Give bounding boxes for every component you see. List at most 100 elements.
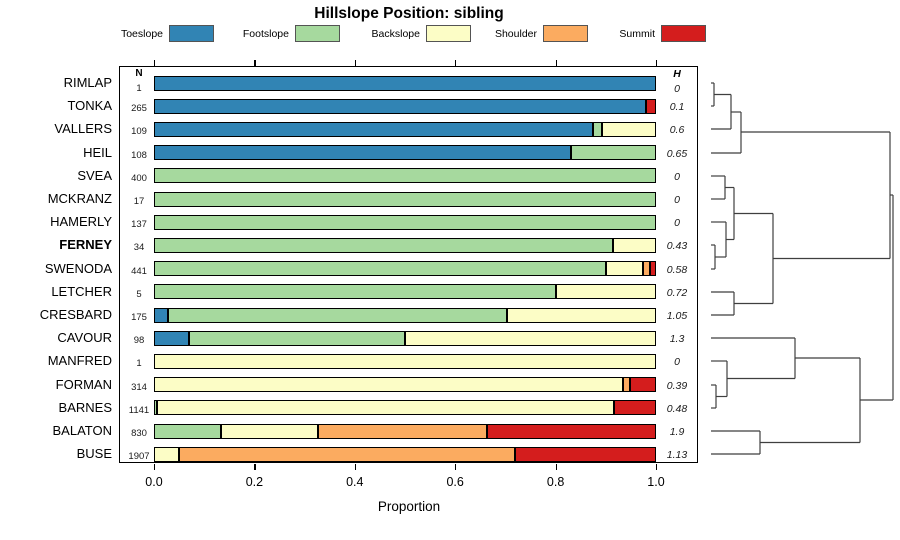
bar-segment-summit bbox=[645, 98, 656, 114]
x-axis-tick-label: 0.4 bbox=[346, 475, 364, 489]
row-label-vallers: VALLERS bbox=[54, 121, 112, 137]
bar-segment-footslope bbox=[154, 284, 556, 300]
legend-swatch-footslope bbox=[295, 25, 340, 42]
bar-segment-toeslope bbox=[154, 98, 646, 114]
bar-segment-footslope bbox=[167, 307, 507, 323]
n-value: 175 bbox=[131, 312, 147, 323]
bar-segment-backslope bbox=[602, 121, 656, 137]
row-label-cresbard: CRESBARD bbox=[39, 307, 112, 322]
bar-segment-backslope bbox=[613, 237, 656, 253]
bar-segment-footslope bbox=[154, 237, 614, 253]
row-label-rimlap: RIMLAP bbox=[63, 75, 112, 90]
row-label-ferney: FERNEY bbox=[59, 237, 112, 253]
h-value: 1.13 bbox=[666, 449, 688, 462]
n-value: 1907 bbox=[128, 451, 150, 463]
bar-segment-footslope bbox=[154, 191, 656, 207]
bar-segment-backslope bbox=[154, 377, 624, 393]
legend-label-toeslope: Toeslope bbox=[120, 28, 163, 40]
bar-manfred bbox=[154, 353, 656, 369]
bar-segment-backslope bbox=[555, 284, 656, 300]
row-label-swenoda: SWENODA bbox=[44, 260, 112, 276]
bar-segment-footslope bbox=[188, 330, 405, 346]
x-axis-tick-top bbox=[555, 60, 557, 66]
n-value: 17 bbox=[133, 196, 145, 207]
row-label-buse: BUSE bbox=[76, 446, 112, 462]
bar-segment-toeslope bbox=[154, 75, 656, 91]
n-value: 265 bbox=[131, 103, 147, 115]
h-value: 0.48 bbox=[666, 402, 688, 415]
legend-swatch-summit bbox=[661, 25, 706, 42]
h-value: 1.3 bbox=[669, 333, 685, 346]
legend-label-summit: Summit bbox=[619, 28, 655, 40]
bar-segment-footslope bbox=[154, 400, 157, 416]
row-label-hamerly: HAMERLY bbox=[50, 214, 112, 230]
bar-segment-backslope bbox=[506, 307, 656, 323]
bar-segment-toeslope bbox=[154, 145, 571, 161]
bar-segment-shoulder bbox=[179, 446, 516, 462]
legend-swatch-toeslope bbox=[169, 25, 214, 42]
bar-swenoda bbox=[154, 261, 656, 277]
bar-segment-shoulder bbox=[623, 377, 631, 393]
bar-segment-footslope bbox=[570, 145, 656, 161]
h-value: 0 bbox=[674, 170, 680, 183]
x-axis-tick-top bbox=[254, 60, 256, 66]
x-axis-tick bbox=[154, 464, 156, 470]
n-value: 830 bbox=[131, 428, 147, 439]
h-value: 0 bbox=[674, 83, 680, 95]
h-column-header: H bbox=[673, 68, 681, 80]
n-value: 98 bbox=[133, 335, 145, 347]
h-value: 0.39 bbox=[666, 379, 688, 392]
bar-rimlap bbox=[154, 75, 656, 91]
bar-segment-summit bbox=[515, 446, 656, 462]
x-axis-tick-label: 0.6 bbox=[446, 475, 464, 489]
bar-segment-summit bbox=[630, 377, 656, 393]
legend-swatch-shoulder bbox=[543, 25, 588, 42]
bar-forman bbox=[154, 377, 656, 393]
n-value: 1141 bbox=[128, 404, 150, 416]
bar-segment-summit bbox=[649, 261, 656, 277]
bar-segment-footslope bbox=[154, 214, 656, 230]
row-label-cavour: CAVOUR bbox=[57, 330, 112, 346]
bar-segment-summit bbox=[486, 423, 656, 439]
row-label-forman: FORMAN bbox=[55, 376, 112, 392]
bar-segment-backslope bbox=[154, 446, 180, 462]
bar-segment-backslope bbox=[220, 423, 318, 439]
bar-heil bbox=[154, 145, 656, 161]
n-value: 400 bbox=[131, 172, 147, 184]
n-value: 441 bbox=[131, 265, 147, 277]
x-axis-tick bbox=[254, 464, 256, 470]
n-value: 5 bbox=[136, 288, 142, 300]
x-axis-tick-top bbox=[455, 60, 457, 66]
bar-cresbard bbox=[154, 307, 656, 323]
bar-vallers bbox=[154, 121, 656, 137]
h-value: 0.72 bbox=[666, 286, 688, 299]
bar-segment-summit bbox=[614, 400, 656, 416]
legend-label-backslope: Backslope bbox=[371, 28, 420, 40]
bar-segment-backslope bbox=[154, 353, 656, 369]
bar-mckranz bbox=[154, 191, 656, 207]
x-axis-tick bbox=[555, 464, 557, 470]
x-axis-tick bbox=[656, 464, 658, 470]
bar-ferney bbox=[154, 237, 656, 253]
bar-segment-footslope bbox=[154, 168, 656, 184]
h-value: 0.58 bbox=[666, 263, 688, 276]
n-value: 314 bbox=[131, 381, 147, 393]
bar-segment-footslope bbox=[154, 261, 606, 277]
x-axis-tick bbox=[354, 464, 357, 470]
row-label-mckranz: MCKRANZ bbox=[47, 191, 112, 206]
row-label-letcher: LETCHER bbox=[51, 283, 112, 299]
n-value: 1 bbox=[136, 358, 142, 370]
bar-balaton bbox=[154, 423, 656, 439]
row-label-manfred: MANFRED bbox=[47, 353, 112, 369]
legend-swatch-backslope bbox=[426, 25, 471, 42]
h-value: 0 bbox=[674, 194, 680, 206]
bar-segment-footslope bbox=[154, 423, 221, 439]
x-axis-tick-top bbox=[354, 60, 357, 66]
bar-letcher bbox=[154, 284, 656, 300]
x-axis-tick bbox=[455, 464, 457, 470]
bar-barnes bbox=[154, 400, 656, 416]
plot-area bbox=[119, 66, 698, 463]
bar-tonka bbox=[154, 98, 656, 114]
bar-segment-toeslope bbox=[154, 307, 168, 323]
